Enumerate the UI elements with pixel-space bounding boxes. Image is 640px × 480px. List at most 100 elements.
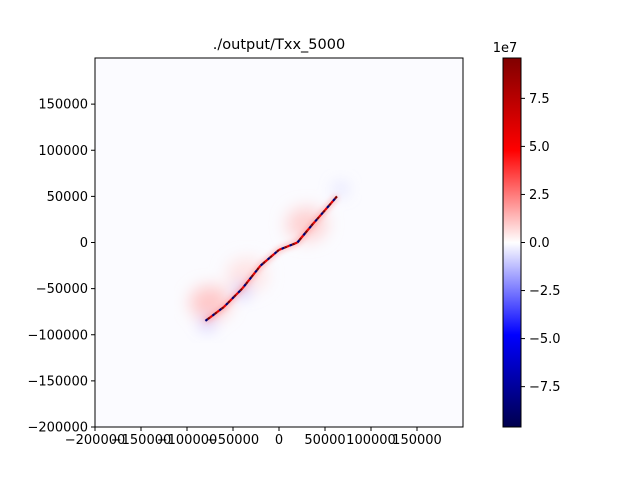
- fault-segment: [330, 200, 334, 205]
- fault-segment: [256, 267, 260, 271]
- positive-lobe: [189, 285, 231, 320]
- fault-segment: [310, 222, 314, 227]
- fault-segment: [273, 251, 278, 255]
- fault-segment: [254, 269, 258, 274]
- colorbar: 1e7 −7.5 −5.0 −2.5 0.0 2.5 5.0 7.5: [493, 41, 561, 428]
- fault-segment: [289, 243, 293, 247]
- x-tick-label: 50000: [304, 433, 345, 448]
- fault-segment: [241, 285, 245, 290]
- colorbar-tick-label: 5.0: [529, 140, 550, 155]
- fault-segment: [324, 207, 328, 211]
- colorbar-tick-label: 2.5: [529, 188, 550, 203]
- field-fault-trace: [204, 195, 339, 323]
- plot-background: [95, 58, 463, 427]
- fault-segment: [246, 278, 251, 283]
- fault-segment: [304, 229, 309, 234]
- colorbar-ticks: −7.5 −5.0 −2.5 0.0 2.5 5.0 7.5: [521, 92, 561, 395]
- fault-segment: [308, 225, 313, 229]
- fault-segment: [223, 304, 227, 308]
- fault-segment: [316, 216, 320, 220]
- fault-segment: [239, 287, 243, 292]
- y-tick-label: 50000: [47, 190, 88, 205]
- fault-segment: [312, 220, 316, 225]
- x-tick-label: −150000: [111, 433, 172, 448]
- fault-segment: [231, 296, 235, 300]
- positive-lobe: [226, 258, 268, 292]
- fault-segment: [296, 239, 301, 244]
- colorbar-tick-label: −7.5: [529, 380, 561, 395]
- positive-lobe: [286, 207, 327, 241]
- fault-segment: [218, 307, 223, 312]
- x-axis: −200000−150000−100000−50000 0 50000 1000001…: [65, 427, 442, 448]
- fault-segment: [233, 293, 237, 298]
- fault-segment: [300, 234, 305, 239]
- x-tick-label: −100000: [157, 433, 218, 448]
- fault-segment: [259, 262, 264, 267]
- chart-title: ./output/Txx_5000: [213, 37, 345, 53]
- fault-segment: [278, 247, 283, 251]
- fault-segment: [211, 313, 216, 317]
- fault-segment: [281, 246, 285, 250]
- fault-segment: [237, 289, 241, 294]
- colorbar-gradient: [503, 58, 521, 427]
- fault-segment: [291, 242, 296, 246]
- fault-segment: [209, 314, 213, 319]
- x-tick-label: −50000: [207, 433, 259, 448]
- fault-segment: [252, 271, 256, 276]
- fault-segment: [332, 197, 336, 202]
- fault-segment: [320, 211, 324, 216]
- plot-area: [95, 58, 463, 427]
- fault-segment: [225, 302, 229, 306]
- x-tick-label: 100000: [346, 433, 396, 448]
- fault-segment: [229, 298, 233, 302]
- colorbar-tick-label: −2.5: [529, 284, 561, 299]
- y-tick-label: 150000: [38, 98, 88, 113]
- fault-segment: [264, 258, 269, 263]
- fault-segment: [257, 264, 262, 269]
- fault-segment: [314, 218, 318, 223]
- fault-segment: [318, 213, 322, 218]
- fault-segment: [250, 274, 255, 278]
- colorbar-tick-label: −5.0: [529, 332, 561, 347]
- fault-segment: [207, 316, 211, 321]
- negative-spot: [335, 184, 347, 194]
- fault-segment: [326, 204, 330, 209]
- fault-segment: [294, 241, 298, 245]
- colorbar-tick-label: 0.0: [529, 236, 550, 251]
- fault-segment: [306, 227, 311, 232]
- fault-segment: [334, 195, 338, 200]
- y-tick-label: 100000: [38, 144, 88, 159]
- colorbar-multiplier: 1e7: [493, 41, 518, 56]
- fault-segment: [227, 300, 231, 304]
- y-tick-label: 0: [80, 236, 88, 251]
- x-tick-label: 0: [275, 433, 283, 448]
- fault-segment: [216, 309, 220, 314]
- fault-segment: [262, 260, 266, 265]
- fault-segment: [220, 306, 225, 310]
- x-tick-label: −200000: [65, 433, 126, 448]
- y-tick-label: −100000: [27, 328, 88, 343]
- y-tick-label: −50000: [36, 282, 88, 297]
- fault-segment: [302, 232, 307, 237]
- fault-segment: [245, 281, 249, 285]
- fault-segment: [266, 256, 271, 261]
- colorbar-tick-label: 7.5: [529, 92, 550, 107]
- fault-segment: [248, 276, 253, 281]
- y-axis: −200000 −150000 −100000 −50000 0 50000 100000 1…: [27, 98, 95, 436]
- y-tick-label: −150000: [27, 374, 88, 389]
- negative-spot: [201, 319, 213, 329]
- fault-segment: [204, 318, 209, 322]
- fault-segment: [213, 311, 218, 315]
- fault-segment: [298, 237, 303, 241]
- y-tick-label: −200000: [27, 421, 88, 436]
- fault-segment: [283, 245, 288, 249]
- fault-segment: [275, 249, 280, 253]
- fault-segment: [243, 283, 247, 288]
- fault-segment: [269, 254, 273, 259]
- x-tick-label: 150000: [392, 433, 442, 448]
- fault-segment: [235, 291, 239, 296]
- fault-segment: [328, 202, 332, 207]
- fault-segment: [271, 252, 276, 257]
- fault-segment: [286, 244, 290, 248]
